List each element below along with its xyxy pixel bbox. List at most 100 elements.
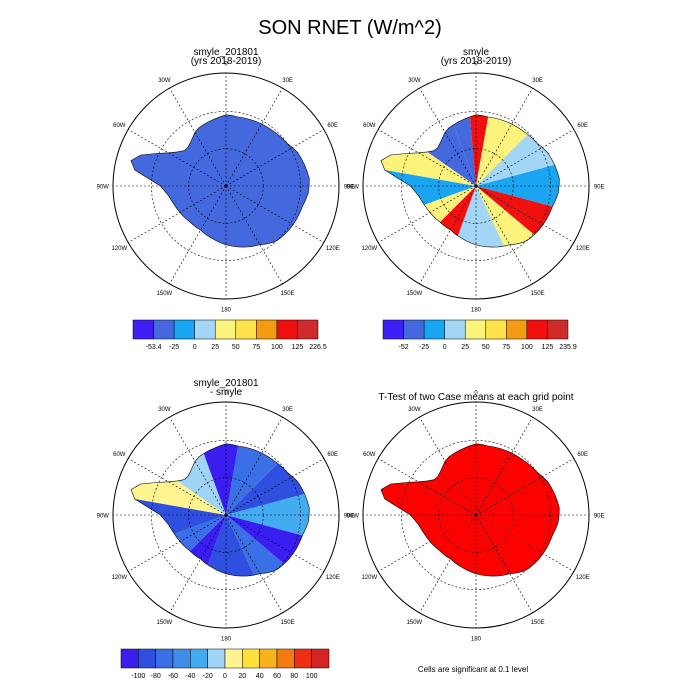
colorbar-box [190, 648, 208, 669]
colorbar-box [382, 319, 404, 340]
longitude-label: 60E [327, 452, 338, 458]
panel-title: T-Test of two Case means at each grid po… [378, 392, 573, 403]
colorbar-tick-label: -53.4 [146, 344, 162, 351]
latitude-circle [401, 111, 551, 261]
longitude-label: 150W [157, 291, 173, 297]
colorbar-box [172, 648, 191, 669]
meridian-line [225, 185, 325, 243]
panel-subtitle: (yrs 2018-2019) [191, 56, 262, 67]
map-boundary [362, 401, 590, 629]
longitude-label: 0 [224, 390, 228, 396]
colorbar-box [224, 648, 243, 669]
data-cell [187, 443, 246, 515]
data-cell [466, 114, 496, 186]
colorbar-box [547, 319, 569, 340]
figure-title: SON RNET (W/m^2) [258, 17, 441, 39]
colorbar-tick-label: 75 [502, 344, 510, 351]
colorbar-tick-label: 235.9 [559, 344, 577, 351]
meridian-line [377, 458, 477, 516]
longitude-label: 30W [408, 407, 421, 413]
colorbar-tick-label: 125 [292, 344, 304, 351]
colorbar-tick-label: -100 [131, 673, 145, 680]
longitude-label: 30E [282, 78, 293, 84]
colorbar-tick-label: 0 [193, 344, 197, 351]
data-cell [226, 515, 310, 577]
panel-title: smyle_201801 [193, 378, 258, 389]
longitude-label: 30W [158, 78, 171, 84]
longitude-label: 30W [408, 78, 421, 84]
colorbar-box [155, 648, 174, 669]
longitude-label: 120W [111, 246, 127, 252]
meridian-line [377, 514, 477, 572]
meridian-line [225, 416, 283, 516]
colorbar-tick-label: -25 [419, 344, 429, 351]
colorbar-tick-label: 25 [461, 344, 469, 351]
colorbar-box [276, 319, 298, 340]
longitude-label: 60E [577, 452, 588, 458]
colorbar-tick-label: 100 [521, 344, 533, 351]
colorbar-box [256, 319, 278, 340]
data-cell [437, 114, 476, 186]
meridian-line [169, 87, 227, 187]
meridian-line [475, 129, 575, 187]
latitude-circle [151, 440, 301, 590]
meridian-line [225, 458, 325, 516]
longitude-label: 180 [221, 637, 232, 643]
colorbar-tick-label: 50 [232, 344, 240, 351]
longitude-label: 120E [576, 246, 590, 252]
longitude-label: 0 [474, 390, 478, 396]
colorbar-box [138, 648, 156, 669]
meridian-line [419, 185, 477, 285]
colorbar-box [526, 319, 548, 340]
meridian-line [475, 185, 575, 243]
colorbar-tick-label: 20 [238, 673, 246, 680]
map-panel-2: smyle(yrs 2018-2019)030E60E90E120E150E18… [347, 47, 605, 351]
longitude-label: 90W [97, 514, 110, 520]
data-cell [187, 515, 274, 577]
longitude-label: 30E [532, 407, 543, 413]
longitude-label: 60W [113, 452, 126, 458]
longitude-label: 120W [361, 575, 377, 581]
longitude-label: 90E [344, 514, 355, 520]
meridian-line [127, 458, 227, 516]
longitude-label: 90E [594, 185, 605, 191]
meridian-line [225, 87, 283, 187]
longitude-label: 150W [157, 620, 173, 626]
colorbar-tick-label: 0 [223, 673, 227, 680]
data-cell [437, 186, 524, 248]
meridian-line [169, 416, 227, 516]
longitude-label: 30E [532, 78, 543, 84]
colorbar-tick-label: -40 [185, 673, 195, 680]
colorbar: -52 -25 0 25 50 75 100 125 235.9 [382, 319, 577, 351]
significance-footnote: Cells are significant at 0.1 level [418, 665, 529, 674]
panel-title: smyle_201801 [193, 47, 258, 58]
meridian-line [475, 185, 533, 285]
colorbar-tick-label: -20 [203, 673, 213, 680]
meridian-line [419, 87, 477, 187]
data-cell [476, 114, 556, 186]
longitude-label: 0 [224, 61, 228, 67]
meridian-line [225, 129, 325, 187]
colorbar-tick-label: 60 [273, 673, 281, 680]
map-panel-4: T-Test of two Case means at each grid po… [347, 390, 605, 642]
colorbar-box [214, 319, 237, 340]
longitude-label: 180 [471, 308, 482, 314]
meridian-line [225, 514, 325, 572]
colorbar-tick-label: 40 [256, 673, 264, 680]
meridian-line [225, 185, 283, 285]
meridian-line [377, 129, 477, 187]
colorbar-box [444, 319, 466, 340]
colorbar-tick-label: -52 [399, 344, 409, 351]
colorbar-tick-label: 100 [271, 344, 283, 351]
colorbar-box [259, 648, 278, 669]
longitude-label: 30W [158, 407, 171, 413]
colorbar-box [194, 319, 216, 340]
meridian-line [419, 416, 477, 516]
colorbar: -53.4 -25 0 25 50 75 100 125 226.5 [132, 319, 327, 351]
meridian-line [475, 87, 533, 187]
longitude-label: 90E [594, 514, 605, 520]
longitude-label: 120E [576, 575, 590, 581]
latitude-circle [151, 111, 301, 261]
colorbar-box [297, 319, 319, 340]
data-cell [226, 443, 306, 515]
